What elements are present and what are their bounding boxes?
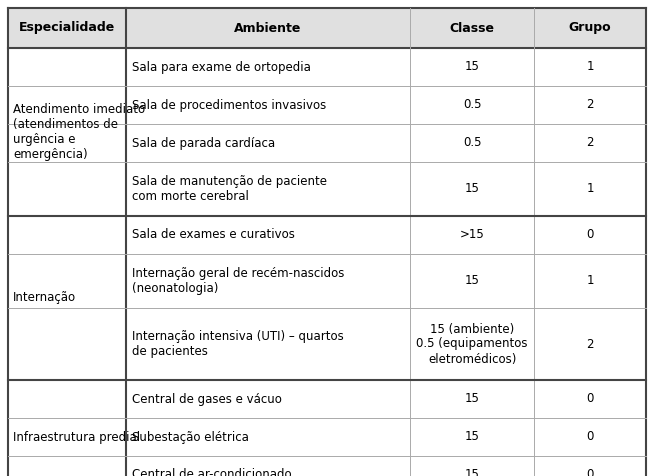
Text: Central de ar-condicionado: Central de ar-condicionado xyxy=(132,468,292,476)
Text: Sala de exames e curativos: Sala de exames e curativos xyxy=(132,228,295,241)
Text: 15: 15 xyxy=(465,60,479,73)
Text: 15 (ambiente)
0.5 (equipamentos
eletromédicos): 15 (ambiente) 0.5 (equipamentos eletromé… xyxy=(417,323,528,366)
Text: 15: 15 xyxy=(465,430,479,444)
Text: 0: 0 xyxy=(587,228,594,241)
Text: 15: 15 xyxy=(465,275,479,288)
Text: Central de gases e vácuo: Central de gases e vácuo xyxy=(132,393,282,406)
Text: 1: 1 xyxy=(587,60,594,73)
Text: Internação: Internação xyxy=(13,291,76,305)
Text: 0: 0 xyxy=(587,468,594,476)
Text: 0.5: 0.5 xyxy=(463,137,481,149)
Text: 0: 0 xyxy=(587,393,594,406)
Text: Sala de parada cardíaca: Sala de parada cardíaca xyxy=(132,137,275,149)
Text: 1: 1 xyxy=(587,182,594,196)
Text: 15: 15 xyxy=(465,393,479,406)
Text: 2: 2 xyxy=(587,137,594,149)
Text: Sala de procedimentos invasivos: Sala de procedimentos invasivos xyxy=(132,99,326,111)
Text: Especialidade: Especialidade xyxy=(19,21,115,34)
Text: Infraestrutura predial: Infraestrutura predial xyxy=(13,430,140,444)
Text: 0: 0 xyxy=(587,430,594,444)
Text: 1: 1 xyxy=(587,275,594,288)
Text: Internação geral de recém-nascidos
(neonatologia): Internação geral de recém-nascidos (neon… xyxy=(132,267,345,295)
Text: Classe: Classe xyxy=(450,21,494,34)
Text: 2: 2 xyxy=(587,99,594,111)
Text: 15: 15 xyxy=(465,468,479,476)
Text: >15: >15 xyxy=(460,228,485,241)
Text: 15: 15 xyxy=(465,182,479,196)
Text: Atendimento imediato
(atendimentos de
urgência e
emergência): Atendimento imediato (atendimentos de ur… xyxy=(13,103,145,161)
Text: Ambiente: Ambiente xyxy=(234,21,301,34)
Text: Sala para exame de ortopedia: Sala para exame de ortopedia xyxy=(132,60,311,73)
Bar xyxy=(8,8,646,48)
Text: 0.5: 0.5 xyxy=(463,99,481,111)
Text: Sala de manutenção de paciente
com morte cerebral: Sala de manutenção de paciente com morte… xyxy=(132,175,327,203)
Text: Grupo: Grupo xyxy=(569,21,611,34)
Text: Internação intensiva (UTI) – quartos
de pacientes: Internação intensiva (UTI) – quartos de … xyxy=(132,330,344,358)
Text: 2: 2 xyxy=(587,337,594,350)
Text: Subestação elétrica: Subestação elétrica xyxy=(132,430,249,444)
